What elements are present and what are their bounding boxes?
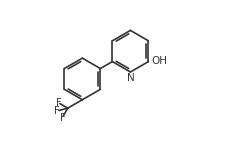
Text: F: F xyxy=(54,106,60,116)
Text: F: F xyxy=(60,113,65,123)
Text: OH: OH xyxy=(151,56,167,66)
Text: F: F xyxy=(55,98,61,108)
Text: N: N xyxy=(127,73,135,83)
